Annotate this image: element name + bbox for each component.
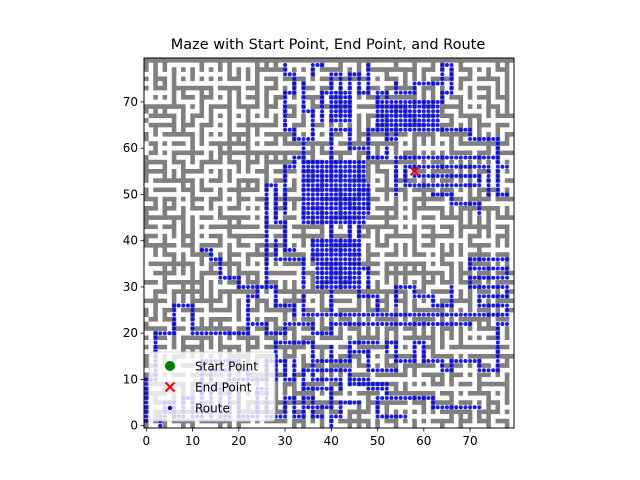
x-axis: 0 10 20 30 40 50 60 70 [142, 428, 477, 448]
y-tick-label: 70 [123, 95, 138, 109]
y-tick-label: 30 [123, 280, 138, 294]
legend-label: Start Point [195, 360, 258, 374]
legend-start-marker [165, 361, 175, 371]
x-tick-label: 0 [142, 434, 150, 448]
y-tick-label: 10 [123, 372, 138, 386]
y-tick-label: 60 [123, 141, 138, 155]
y-tick-label: 50 [123, 187, 138, 201]
y-tick-label: 20 [123, 326, 138, 340]
chart-title: Maze with Start Point, End Point, and Ro… [171, 37, 486, 53]
y-axis: 0 10 20 30 40 50 60 70 [123, 95, 144, 433]
legend: Start Point End Point Route [149, 352, 275, 421]
x-tick-label: 50 [370, 434, 385, 448]
x-tick-label: 10 [185, 434, 200, 448]
x-tick-label: 60 [416, 434, 431, 448]
legend-route-marker [168, 406, 172, 410]
legend-label: End Point [195, 381, 252, 395]
x-tick-label: 70 [462, 434, 477, 448]
legend-label: Route [195, 402, 230, 416]
x-tick-label: 40 [324, 434, 339, 448]
x-tick-label: 20 [231, 434, 246, 448]
y-tick-label: 40 [123, 234, 138, 248]
y-tick-label: 0 [130, 419, 138, 433]
x-tick-label: 30 [277, 434, 292, 448]
